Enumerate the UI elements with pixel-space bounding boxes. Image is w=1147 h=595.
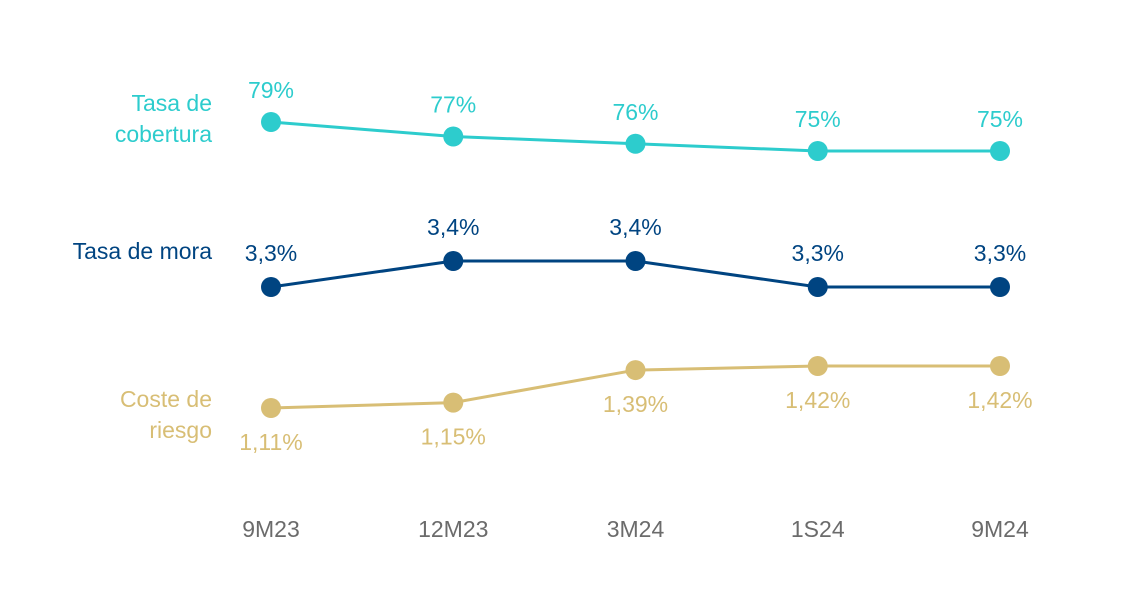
value-label: 75% [977, 106, 1023, 132]
value-label: 3,4% [609, 214, 661, 240]
point [443, 126, 464, 147]
value-label: 3,3% [792, 240, 844, 266]
point [443, 392, 464, 413]
value-label: 3,3% [974, 240, 1026, 266]
series-label: Tasa de cobertura [114, 90, 212, 147]
point [625, 133, 646, 154]
point [625, 360, 646, 381]
point [261, 112, 281, 132]
value-label: 75% [795, 106, 841, 132]
point [443, 251, 464, 271]
value-label: 1,11% [239, 429, 303, 455]
value-label: 77% [430, 92, 476, 118]
value-label: 1,39% [603, 391, 668, 417]
value-label: 76% [612, 99, 658, 125]
series-label: Tasa de mora [72, 238, 212, 264]
value-label: 3,4% [427, 214, 479, 240]
value-label: 3,3% [245, 240, 297, 266]
value-label: 79% [248, 77, 294, 103]
point [807, 277, 828, 297]
value-label: 1,42% [967, 387, 1032, 413]
x-tick-label: 3M24 [607, 516, 665, 542]
point [261, 398, 281, 418]
point [625, 251, 646, 271]
value-label: 1,15% [421, 424, 486, 450]
point [990, 356, 1010, 376]
x-tick-label: 9M24 [971, 516, 1029, 542]
x-tick-label: 12M23 [418, 516, 488, 542]
x-tick-label: 9M23 [242, 516, 300, 542]
series-label: Coste de riesgo [119, 386, 212, 443]
point [990, 141, 1010, 161]
value-label: 1,42% [785, 387, 850, 413]
point [261, 277, 281, 297]
point [807, 356, 828, 376]
point [990, 277, 1010, 297]
x-tick-label: 1S24 [791, 516, 845, 542]
point [807, 141, 828, 161]
